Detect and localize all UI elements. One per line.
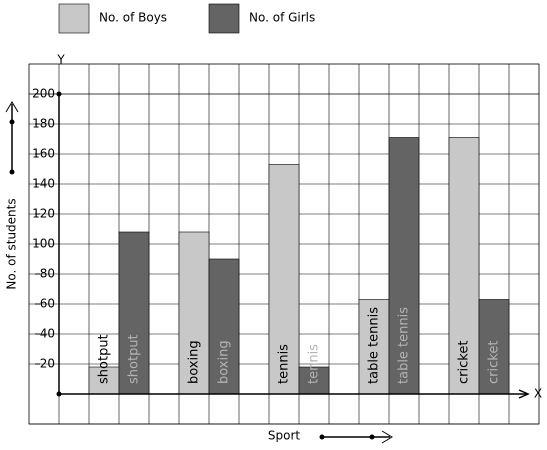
y-tick-label: 180 — [32, 117, 55, 131]
y-axis-label: No. of students — [5, 198, 19, 289]
legend-label: No. of Girls — [249, 11, 315, 25]
y-tick-label: 60 — [40, 297, 55, 311]
origin-dot — [56, 391, 62, 397]
bar — [448, 137, 480, 395]
bar-category-label: shotput — [127, 334, 142, 384]
y-tick-label: 80 — [40, 267, 55, 281]
y-axis-dot — [56, 91, 62, 97]
bar — [298, 366, 330, 395]
y-tick-label: 40 — [40, 327, 55, 341]
x-axis-label: Sport — [268, 429, 301, 443]
bar-category-label: boxing — [217, 340, 232, 384]
y-tick-label: 160 — [32, 147, 55, 161]
bar-category-label: shotput — [97, 334, 112, 384]
bar — [358, 299, 390, 395]
x-axis-arrow — [518, 389, 530, 399]
bar — [388, 137, 420, 395]
decor-arrows — [5, 101, 393, 444]
y-tick-label: 20 — [40, 357, 55, 371]
bar — [478, 299, 510, 395]
bar — [208, 258, 240, 395]
y-tick-label: 200 — [32, 87, 55, 101]
bar — [118, 231, 150, 395]
legend-label: No. of Boys — [99, 11, 167, 25]
bar — [88, 366, 120, 395]
bar-category-label: boxing — [187, 340, 202, 384]
y-tick-label: 140 — [32, 177, 55, 191]
x-axis-letter: X — [534, 387, 542, 401]
y-axis-letter: Y — [56, 53, 65, 67]
bar-category-label: cricket — [487, 341, 502, 384]
legend-swatch — [208, 3, 240, 34]
y-tick-label: 100 — [32, 237, 55, 251]
bar-category-label: table tennis — [397, 307, 412, 384]
bar-category-label: cricket — [457, 341, 472, 384]
bar-category-label: table tennis — [367, 307, 382, 384]
bar-category-label: tennis — [277, 344, 292, 384]
legend-swatch — [58, 3, 90, 34]
y-tick-label: 120 — [32, 207, 55, 221]
bar-category-label: tennis — [307, 344, 322, 384]
